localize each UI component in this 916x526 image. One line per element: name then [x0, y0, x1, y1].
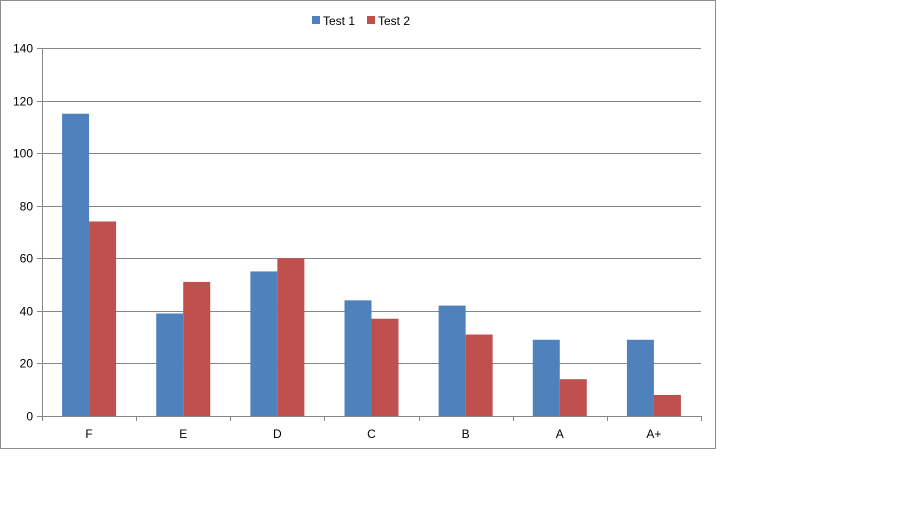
y-tick-label: 40	[20, 305, 34, 319]
chart-area: 0 20 40 60 80 100 120 140 F E D C B A A+ Test 1 Test 2	[0, 0, 716, 449]
bar-test-1-f	[62, 113, 90, 416]
x-tick-label: B	[462, 427, 470, 441]
axes	[37, 48, 702, 421]
x-tick-label: E	[179, 427, 187, 441]
bar-test-1-a	[532, 339, 560, 416]
bar-test-1-c	[344, 300, 372, 416]
bar-test-2-a-plus	[653, 394, 681, 416]
bar-test-2-d	[277, 258, 305, 416]
x-tick-label: F	[85, 427, 92, 441]
y-tick-label: 100	[13, 147, 33, 161]
y-tick-label: 80	[20, 200, 34, 214]
bar-test-2-f	[89, 221, 117, 416]
legend-swatch	[367, 16, 375, 24]
x-tick-label: A+	[646, 427, 661, 441]
bar-test-2-e	[183, 281, 211, 416]
legend-swatch	[312, 16, 320, 24]
y-tick-label: 140	[13, 42, 33, 56]
x-tick-label: D	[273, 427, 282, 441]
x-tick-label: A	[556, 427, 564, 441]
legend-label: Test 1	[323, 14, 355, 28]
gridlines	[42, 48, 701, 364]
y-tick-label: 60	[20, 252, 34, 266]
x-tick-label: C	[367, 427, 376, 441]
legend-label: Test 2	[378, 14, 410, 28]
y-tick-label: 120	[13, 95, 33, 109]
bar-test-1-b	[438, 305, 466, 416]
y-tick-labels: 0 20 40 60 80 100 120 140	[13, 42, 33, 424]
y-tick-label: 20	[20, 357, 34, 371]
bar-test-1-e	[156, 313, 184, 416]
legend: Test 1 Test 2	[312, 14, 410, 28]
x-tick-labels: F E D C B A A+	[85, 427, 661, 441]
bar-test-1-d	[250, 271, 278, 416]
y-tick-label: 0	[26, 410, 33, 424]
bar-chart: 0 20 40 60 80 100 120 140 F E D C B A A+ Test 1 Test 2	[13, 14, 702, 441]
bar-test-2-c	[371, 318, 399, 416]
bar-test-2-b	[465, 334, 493, 416]
bar-test-1-a-plus	[626, 339, 654, 416]
bars	[62, 113, 681, 416]
bar-test-2-a	[559, 379, 587, 416]
